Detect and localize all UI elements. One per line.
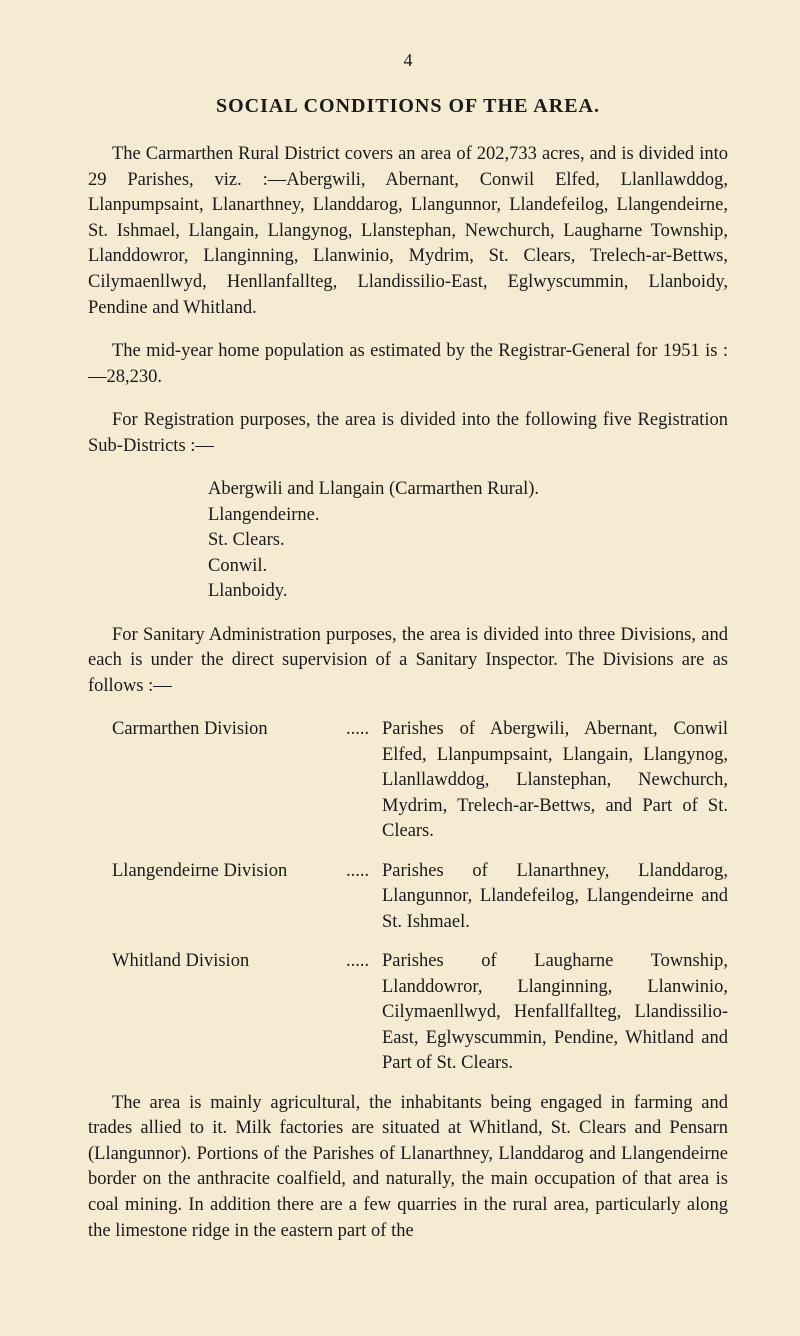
division-content: Parishes of Llanarthney, Llan­ddarog, Ll… bbox=[382, 859, 728, 936]
list-item: Abergwili and Llangain (Carmarthen Rural… bbox=[208, 477, 728, 503]
division-content: Parishes of Abergwili, Abernant, Conwil … bbox=[382, 717, 728, 845]
list-item: Llangendeirne. bbox=[208, 503, 728, 529]
subdistricts-list: Abergwili and Llangain (Carmarthen Rural… bbox=[208, 477, 728, 605]
list-item: St. Clears. bbox=[208, 528, 728, 554]
paragraph-5: The area is mainly agricultural, the inh… bbox=[88, 1091, 728, 1244]
paragraph-1: The Carmarthen Rural District covers an … bbox=[88, 142, 728, 321]
paragraph-4: For Sanitary Administration purposes, th… bbox=[88, 623, 728, 700]
division-row: Carmarthen Division ..... Parishes of Ab… bbox=[88, 717, 728, 845]
division-label: Llangendeirne Division bbox=[88, 859, 346, 885]
page-number: 4 bbox=[88, 48, 728, 73]
division-label: Carmarthen Division bbox=[88, 717, 346, 743]
dots-leader: ..... bbox=[346, 717, 382, 743]
page-title: SOCIAL CONDITIONS OF THE AREA. bbox=[88, 93, 728, 121]
division-content: Parishes of Laugharne Township, Llanddow… bbox=[382, 949, 728, 1077]
paragraph-3: For Registration purposes, the area is d… bbox=[88, 408, 728, 459]
dots-leader: ..... bbox=[346, 859, 382, 885]
division-label: Whitland Division bbox=[88, 949, 346, 975]
list-item: Llanboidy. bbox=[208, 579, 728, 605]
paragraph-2: The mid-year home population as estimate… bbox=[88, 339, 728, 390]
division-row: Llangendeirne Division ..... Parishes of… bbox=[88, 859, 728, 936]
dots-leader: ..... bbox=[346, 949, 382, 975]
division-row: Whitland Division ..... Parishes of Laug… bbox=[88, 949, 728, 1077]
list-item: Conwil. bbox=[208, 554, 728, 580]
